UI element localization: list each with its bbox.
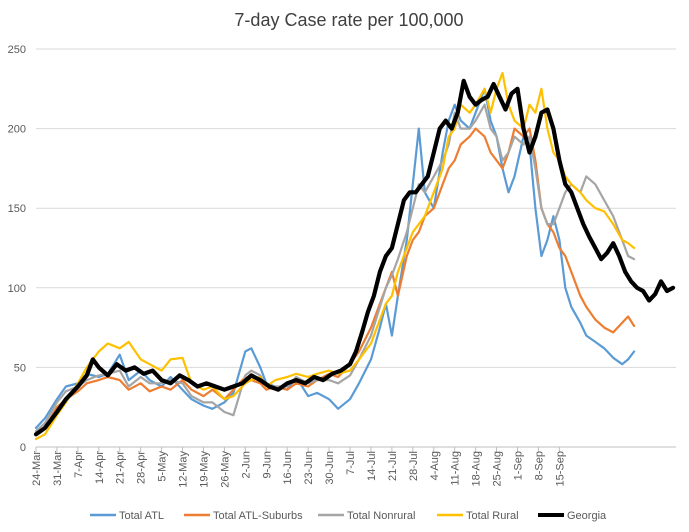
y-tick-label: 200 (8, 124, 26, 136)
x-tick-label: 21-Jul (387, 451, 399, 481)
series-line-4 (33, 78, 676, 437)
x-tick-label: 31-Mar (52, 451, 64, 486)
x-tick-label: 25-Aug (492, 451, 504, 486)
series-lines (33, 71, 676, 441)
x-axis: 24-Mar 31-Mar 7-Apr 14-Apr 21-Apr 28-Apr 5-May… (31, 446, 676, 488)
y-tick-label: 50 (14, 362, 26, 374)
y-tick-label: 0 (20, 442, 26, 454)
x-tick-label: 2-Jun (240, 451, 252, 479)
x-tick-label: 7-Jul (345, 451, 357, 475)
x-tick-label: 5-May (157, 451, 169, 482)
y-tick-label: 250 (8, 44, 26, 56)
x-tick-label: 12-May (178, 451, 190, 488)
x-tick-label: 15-Sep (554, 451, 566, 486)
x-tick-label: 30-Jun (324, 451, 336, 485)
x-tick-label: 28-Jul (408, 451, 420, 481)
x-tick-label: 24-Mar (31, 451, 43, 486)
x-tick-label: 11-Aug (450, 451, 462, 486)
y-tick-label: 100 (8, 283, 26, 295)
legend-label-0: Total ATL (119, 510, 164, 522)
gridlines (36, 48, 676, 368)
series-line-0 (34, 87, 636, 429)
x-tick-label: 9-Jun (261, 451, 273, 479)
x-tick-label: 14-Jul (366, 451, 378, 481)
legend: Total ATL Total ATL-Suburbs Total Nonrural… (90, 510, 607, 522)
y-axis-tick-labels: 0 50 100 150 200 250 (8, 44, 26, 454)
x-tick-label: 4-Aug (429, 451, 441, 480)
x-tick-label: 18-Aug (471, 451, 483, 486)
x-tick-label: 21-Apr (115, 451, 127, 484)
x-tick-label: 28-Apr (136, 451, 148, 484)
series-line-2 (34, 103, 636, 433)
legend-label-3: Total Rural (466, 510, 519, 522)
x-tick-label: 7-Apr (73, 451, 85, 478)
x-tick-label: 16-Jun (282, 451, 294, 485)
chart-title: 7-day Case rate per 100,000 (234, 10, 463, 30)
x-tick-label: 19-May (198, 451, 210, 488)
x-tick-label: 8-Sep (533, 451, 545, 480)
x-tick-label: 26-May (219, 451, 231, 488)
x-tick-label: 1-Sep (512, 451, 524, 480)
series-line-3 (34, 71, 636, 441)
legend-label-2: Total Nonrural (347, 510, 415, 522)
x-tick-label: 14-Apr (94, 451, 106, 484)
legend-label-4: Georgia (567, 510, 607, 522)
legend-label-1: Total ATL-Suburbs (213, 510, 303, 522)
y-tick-label: 150 (8, 203, 26, 215)
x-tick-label: 23-Jun (303, 451, 315, 485)
